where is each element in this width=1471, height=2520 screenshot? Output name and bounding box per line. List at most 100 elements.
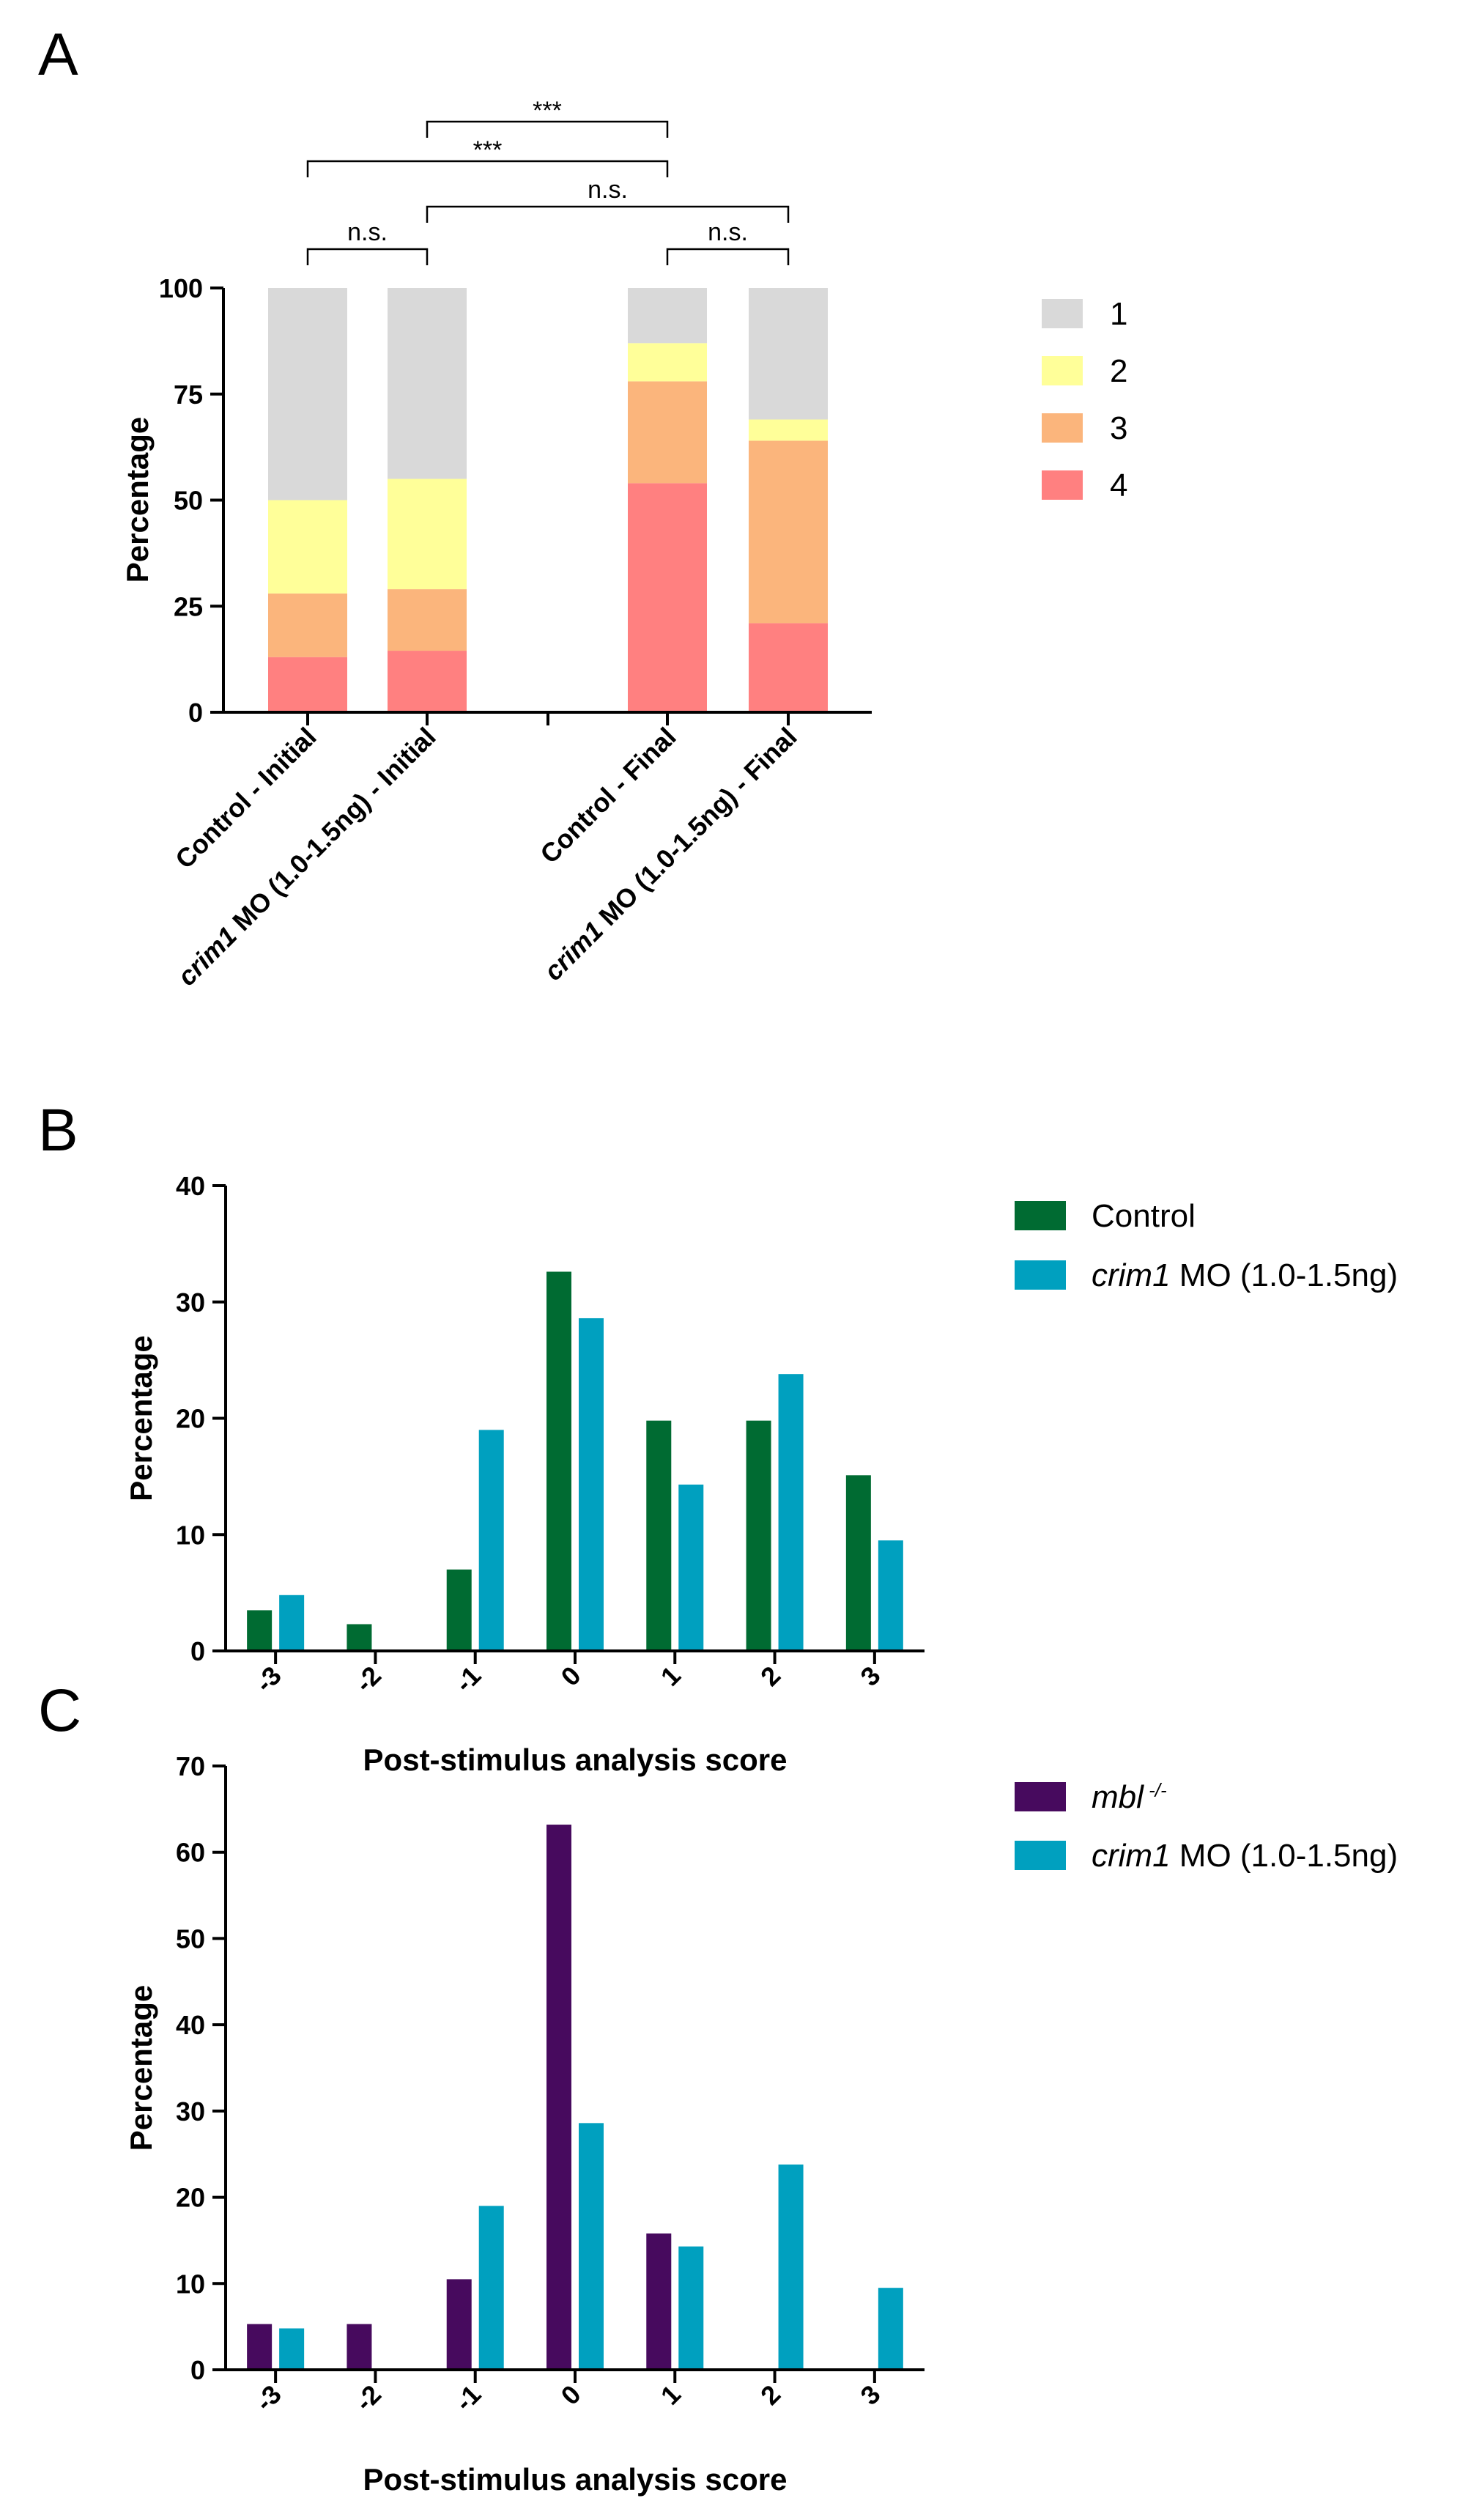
legend-swatch-3 bbox=[1042, 413, 1083, 443]
bar-segment-4-3 bbox=[749, 623, 828, 712]
bar-1-4 bbox=[678, 1484, 704, 1651]
x-tick-label: 2 bbox=[755, 1660, 786, 1692]
x-tick-label: -1 bbox=[449, 1660, 487, 1699]
bar-0-3 bbox=[546, 1271, 571, 1651]
bar-segment-4-0 bbox=[268, 657, 347, 712]
legend-label-part-0: mbl bbox=[1092, 1779, 1144, 1815]
bar-1-4 bbox=[678, 2246, 704, 2370]
legend-swatch-4 bbox=[1042, 470, 1083, 500]
x-tick-label: 1 bbox=[655, 2379, 686, 2411]
category-label: crim1 MO (1.0-1.5ng) - Final bbox=[538, 722, 802, 986]
bar-segment-4-1 bbox=[388, 651, 467, 712]
bar-segment-3-1 bbox=[388, 589, 467, 651]
x-tick-label: 3 bbox=[854, 1660, 886, 1692]
x-tick-label: -1 bbox=[449, 2379, 487, 2417]
bar-segment-1-3 bbox=[749, 288, 828, 420]
bar-segment-3-2 bbox=[628, 381, 707, 484]
significance-bracket bbox=[306, 160, 669, 177]
bar-0-2 bbox=[446, 1569, 472, 1651]
bar-segment-1-1 bbox=[388, 288, 467, 479]
x-tick-label: 1 bbox=[655, 1660, 686, 1692]
bar-segment-2-2 bbox=[628, 343, 707, 382]
x-axis-title: Post-stimulus analysis score bbox=[363, 1743, 788, 1777]
bar-1-0 bbox=[279, 1595, 305, 1651]
y-tick-label: 50 bbox=[176, 1924, 205, 1954]
bar-segment-3-3 bbox=[749, 440, 828, 624]
bar-0-1 bbox=[347, 1624, 372, 1651]
panel-letter-a: A bbox=[38, 21, 78, 88]
legend-label: 2 bbox=[1110, 353, 1127, 389]
bar-0-5 bbox=[746, 1420, 771, 1651]
significance-bracket bbox=[666, 248, 790, 265]
legend-swatch-0 bbox=[1015, 1782, 1066, 1811]
significance-bracket bbox=[426, 205, 790, 223]
legend-swatch-0 bbox=[1015, 1201, 1066, 1230]
legend-label-part-0: crim1 bbox=[1092, 1257, 1171, 1293]
legend-label: 4 bbox=[1110, 468, 1127, 503]
x-tick-label: 3 bbox=[854, 2379, 886, 2411]
x-tick-label: 2 bbox=[755, 2379, 786, 2411]
legend-swatch-1 bbox=[1015, 1841, 1066, 1870]
significance-label: *** bbox=[473, 136, 503, 164]
legend-swatch-2 bbox=[1042, 356, 1083, 385]
x-tick-label: -3 bbox=[249, 1660, 287, 1699]
x-tick-label: -3 bbox=[249, 2379, 287, 2417]
bar-0-2 bbox=[446, 2279, 472, 2370]
significance-bracket bbox=[306, 248, 429, 265]
bar-segment-4-2 bbox=[628, 483, 707, 712]
panel-letter-b: B bbox=[38, 1097, 78, 1164]
significance-label: *** bbox=[533, 97, 562, 125]
legend-label: Control bbox=[1092, 1198, 1196, 1234]
bar-segment-2-0 bbox=[268, 500, 347, 594]
bar-0-3 bbox=[546, 1825, 571, 2370]
bar-1-0 bbox=[279, 2328, 305, 2370]
y-tick-label: 10 bbox=[176, 2269, 205, 2299]
bar-segment-1-0 bbox=[268, 288, 347, 500]
y-axis-title: Percentage bbox=[120, 417, 155, 583]
bar-1-3 bbox=[579, 1318, 604, 1651]
y-axis-title: Percentage bbox=[124, 1335, 158, 1501]
y-tick-label: 0 bbox=[188, 698, 203, 728]
x-tick-label: 0 bbox=[555, 1660, 587, 1692]
bar-1-5 bbox=[778, 1374, 804, 1651]
y-tick-label: 20 bbox=[176, 1404, 205, 1434]
bar-0-4 bbox=[646, 2233, 672, 2370]
y-tick-label: 25 bbox=[174, 591, 203, 621]
legend-swatch-1 bbox=[1015, 1260, 1066, 1290]
y-axis-title: Percentage bbox=[124, 1985, 158, 2151]
bar-segment-2-1 bbox=[388, 478, 467, 590]
x-tick-label: -2 bbox=[349, 2379, 387, 2417]
y-tick-label: 75 bbox=[174, 380, 203, 410]
y-tick-label: 60 bbox=[176, 1838, 205, 1868]
significance-label: n.s. bbox=[588, 176, 628, 204]
y-tick-label: 20 bbox=[176, 2183, 205, 2213]
bar-segment-3-0 bbox=[268, 593, 347, 657]
panel-letter-c: C bbox=[38, 1677, 81, 1744]
significance-bracket bbox=[426, 120, 669, 138]
bar-0-1 bbox=[347, 2324, 372, 2370]
bar-1-5 bbox=[778, 2164, 804, 2370]
legend-label-part-1: MO (1.0-1.5ng) bbox=[1171, 1257, 1398, 1293]
y-tick-label: 70 bbox=[176, 1751, 205, 1781]
legend-label-part-0: crim1 bbox=[1092, 1838, 1171, 1874]
legend-swatch-1 bbox=[1042, 299, 1083, 328]
bar-1-6 bbox=[878, 2288, 903, 2370]
legend-label: mbl -/- bbox=[1092, 1779, 1167, 1815]
legend-label-part-0: Control bbox=[1092, 1198, 1196, 1234]
y-tick-label: 30 bbox=[176, 2096, 205, 2127]
legend-label: crim1 MO (1.0-1.5ng) bbox=[1092, 1838, 1398, 1874]
y-tick-label: 40 bbox=[176, 1171, 205, 1201]
y-tick-label: 40 bbox=[176, 2010, 205, 2040]
bar-0-6 bbox=[845, 1475, 871, 1651]
significance-label: n.s. bbox=[347, 218, 388, 246]
legend-label: 3 bbox=[1110, 410, 1127, 446]
legend-label-part-1: -/- bbox=[1144, 1779, 1167, 1801]
legend-label: crim1 MO (1.0-1.5ng) bbox=[1092, 1257, 1398, 1293]
x-tick-label: -2 bbox=[349, 1660, 387, 1699]
bar-1-2 bbox=[478, 2206, 504, 2370]
bar-0-0 bbox=[247, 1610, 273, 1651]
significance-label: n.s. bbox=[708, 218, 748, 246]
y-tick-label: 10 bbox=[176, 1520, 205, 1550]
bar-0-0 bbox=[247, 2324, 273, 2370]
